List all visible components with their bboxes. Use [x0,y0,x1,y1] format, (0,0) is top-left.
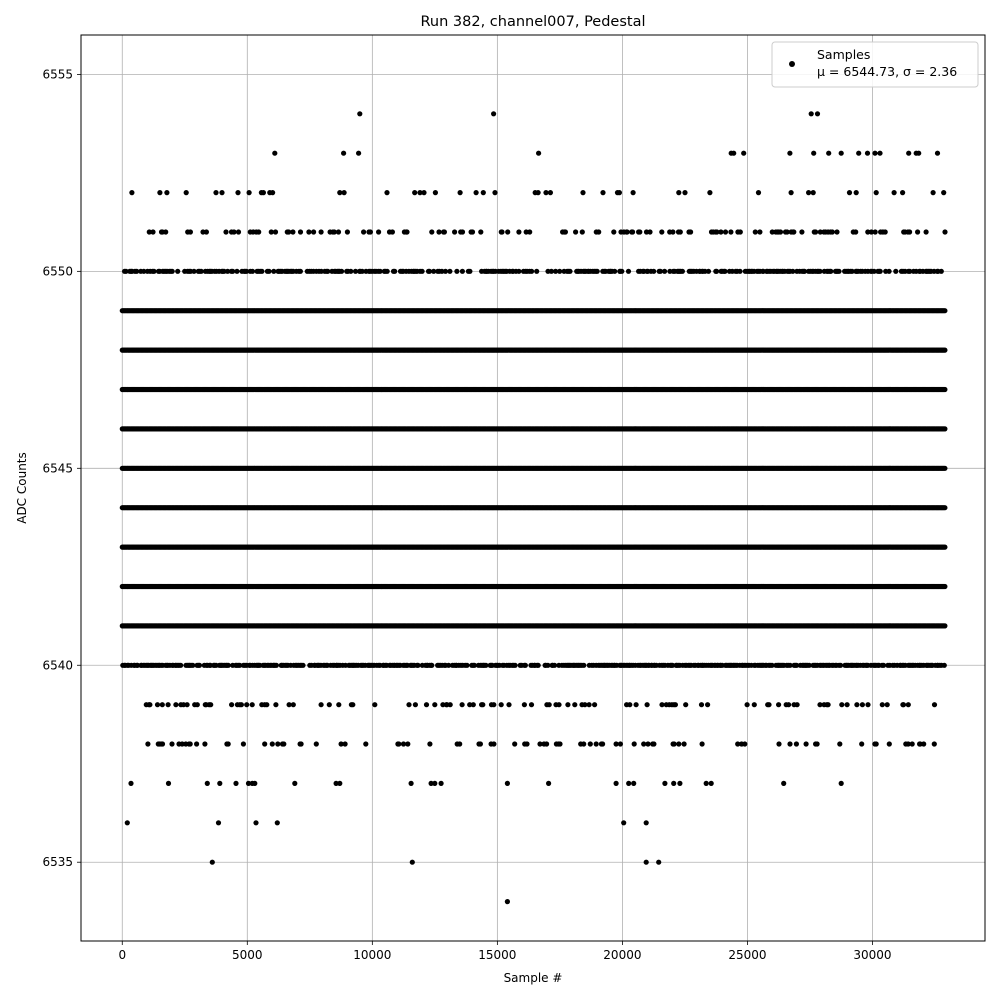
level-6547 [119,386,948,393]
data-point [942,426,948,432]
data-point [942,465,948,471]
data-point [942,583,948,590]
level-6543 [119,544,948,550]
data-point [942,544,948,550]
level-6541 [119,623,948,629]
level-6542 [119,583,948,590]
level-6546 [119,426,948,432]
level-6545 [119,465,948,471]
data-points [119,111,948,905]
data-point [942,505,948,511]
level-6544 [119,505,948,511]
data-point [942,623,948,629]
